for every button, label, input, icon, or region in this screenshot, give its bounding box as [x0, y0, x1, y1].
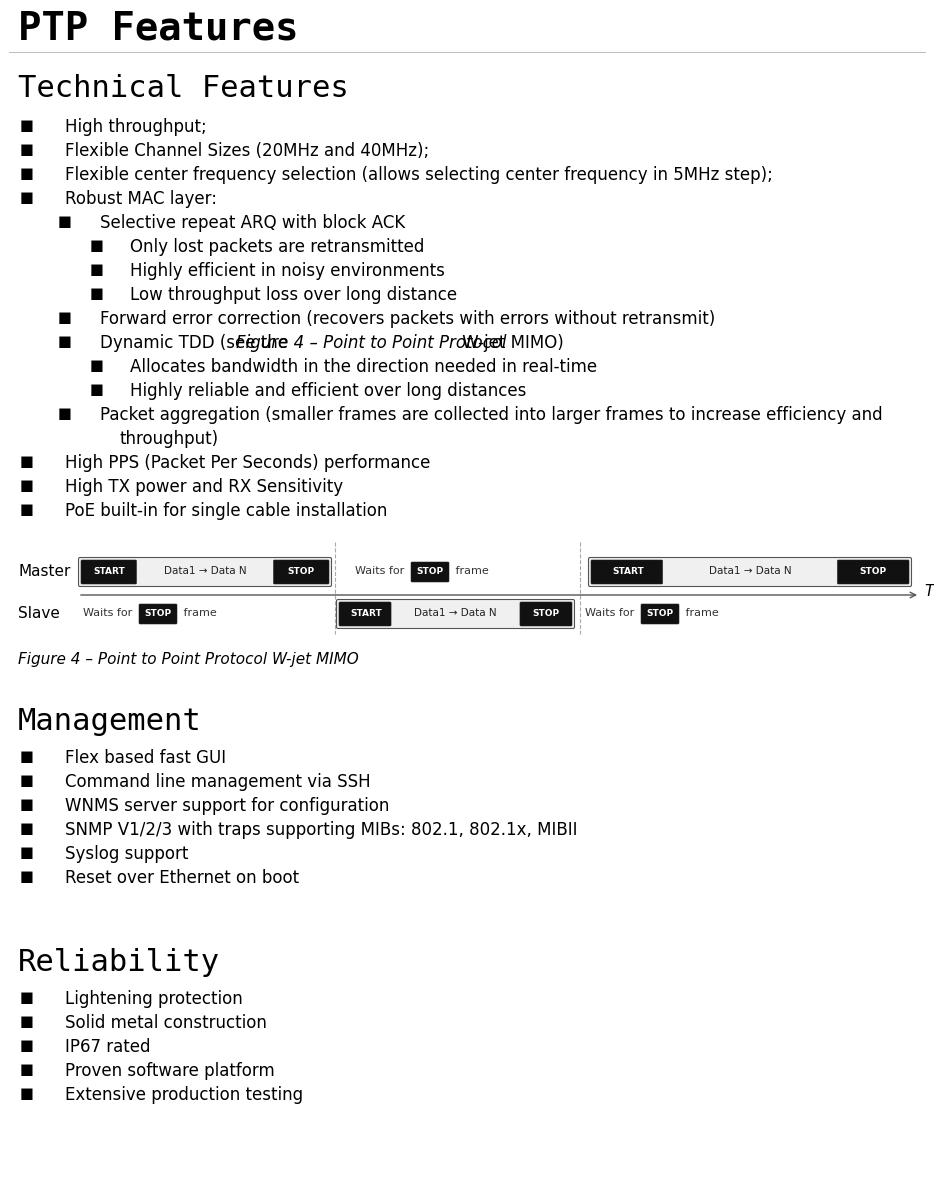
- Text: ■: ■: [20, 749, 34, 764]
- Text: ■: ■: [20, 821, 34, 836]
- Text: ■: ■: [20, 1038, 34, 1053]
- Text: Lightening protection: Lightening protection: [65, 990, 243, 1008]
- Text: ■: ■: [20, 1062, 34, 1077]
- Text: Master: Master: [18, 564, 70, 580]
- Text: Robust MAC layer:: Robust MAC layer:: [65, 190, 217, 208]
- Text: Selective repeat ARQ with block ACK: Selective repeat ARQ with block ACK: [100, 214, 405, 232]
- Text: SNMP V1/2/3 with traps supporting MIBs: 802.1, 802.1x, MIBII: SNMP V1/2/3 with traps supporting MIBs: …: [65, 821, 577, 839]
- Text: STOP: STOP: [646, 609, 673, 617]
- Text: ■: ■: [20, 870, 34, 884]
- Text: ■: ■: [58, 334, 72, 349]
- Text: WNMS server support for configuration: WNMS server support for configuration: [65, 797, 389, 815]
- Text: throughput): throughput): [120, 430, 219, 448]
- Text: ■: ■: [90, 286, 104, 301]
- Text: ■: ■: [20, 478, 34, 492]
- Text: STOP: STOP: [145, 609, 172, 617]
- Text: ■: ■: [20, 990, 34, 1005]
- Text: Reset over Ethernet on boot: Reset over Ethernet on boot: [65, 870, 299, 888]
- Text: Technical Features: Technical Features: [18, 74, 348, 103]
- Text: ■: ■: [58, 310, 72, 325]
- Text: STOP: STOP: [288, 567, 315, 575]
- Text: Data1 → Data N: Data1 → Data N: [709, 566, 791, 576]
- Text: W-jet MIMO): W-jet MIMO): [457, 334, 564, 352]
- Text: frame: frame: [180, 608, 217, 619]
- Text: Slave: Slave: [18, 607, 60, 621]
- Text: ■: ■: [20, 846, 34, 860]
- Text: ■: ■: [20, 142, 34, 157]
- Text: ■: ■: [20, 166, 34, 181]
- Text: frame: frame: [452, 566, 488, 576]
- Text: ■: ■: [20, 190, 34, 205]
- Text: START: START: [350, 609, 382, 617]
- Text: Management: Management: [18, 707, 202, 736]
- Text: frame: frame: [682, 608, 719, 619]
- Text: Waits for: Waits for: [355, 566, 408, 576]
- Text: High throughput;: High throughput;: [65, 118, 206, 136]
- FancyBboxPatch shape: [274, 560, 329, 584]
- Text: STOP: STOP: [417, 567, 444, 575]
- Text: Flex based fast GUI: Flex based fast GUI: [65, 749, 226, 767]
- Text: START: START: [94, 567, 126, 575]
- Text: START: START: [612, 567, 644, 575]
- Text: ■: ■: [20, 454, 34, 470]
- Text: ■: ■: [58, 214, 72, 229]
- Text: High TX power and RX Sensitivity: High TX power and RX Sensitivity: [65, 478, 343, 496]
- Text: Packet aggregation (smaller frames are collected into larger frames to increase : Packet aggregation (smaller frames are c…: [100, 406, 883, 424]
- Text: Syslog support: Syslog support: [65, 846, 189, 864]
- Text: ■: ■: [20, 797, 34, 812]
- FancyBboxPatch shape: [81, 560, 136, 584]
- Text: PTP Features: PTP Features: [18, 10, 299, 48]
- Text: Highly efficient in noisy environments: Highly efficient in noisy environments: [130, 262, 445, 280]
- Text: ■: ■: [20, 773, 34, 788]
- FancyBboxPatch shape: [641, 604, 679, 625]
- Text: ■: ■: [20, 1014, 34, 1029]
- FancyBboxPatch shape: [838, 560, 909, 584]
- Text: ■: ■: [90, 382, 104, 398]
- Text: High PPS (Packet Per Seconds) performance: High PPS (Packet Per Seconds) performanc…: [65, 454, 431, 472]
- Text: Flexible center frequency selection (allows selecting center frequency in 5MHz s: Flexible center frequency selection (all…: [65, 166, 772, 184]
- Text: Waits for: Waits for: [585, 608, 638, 619]
- Text: ■: ■: [90, 238, 104, 253]
- Text: ■: ■: [58, 406, 72, 422]
- Text: Proven software platform: Proven software platform: [65, 1062, 275, 1080]
- FancyBboxPatch shape: [78, 557, 332, 586]
- FancyBboxPatch shape: [339, 602, 391, 626]
- Text: Data1 → Data N: Data1 → Data N: [414, 608, 497, 619]
- Text: Only lost packets are retransmitted: Only lost packets are retransmitted: [130, 238, 424, 256]
- Text: Data1 → Data N: Data1 → Data N: [163, 566, 247, 576]
- Text: STOP: STOP: [532, 609, 559, 617]
- FancyBboxPatch shape: [139, 604, 177, 625]
- FancyBboxPatch shape: [336, 599, 574, 628]
- Text: ■: ■: [20, 118, 34, 133]
- FancyBboxPatch shape: [588, 557, 912, 586]
- Text: Highly reliable and efficient over long distances: Highly reliable and efficient over long …: [130, 382, 527, 400]
- Text: Time: Time: [924, 584, 934, 598]
- Text: Solid metal construction: Solid metal construction: [65, 1014, 267, 1032]
- Text: Figure 4 – Point to Point Protocol: Figure 4 – Point to Point Protocol: [236, 334, 506, 352]
- Text: Forward error correction (recovers packets with errors without retransmit): Forward error correction (recovers packe…: [100, 310, 715, 328]
- Text: Reliability: Reliability: [18, 948, 220, 976]
- FancyBboxPatch shape: [520, 602, 572, 626]
- Text: Waits for: Waits for: [83, 608, 135, 619]
- Text: ■: ■: [20, 1086, 34, 1101]
- FancyBboxPatch shape: [411, 562, 449, 582]
- Text: Allocates bandwidth in the direction needed in real-time: Allocates bandwidth in the direction nee…: [130, 358, 597, 376]
- Text: IP67 rated: IP67 rated: [65, 1038, 150, 1056]
- Text: Command line management via SSH: Command line management via SSH: [65, 773, 371, 791]
- Text: Extensive production testing: Extensive production testing: [65, 1086, 304, 1104]
- Text: Figure 4 – Point to Point Protocol W-jet MIMO: Figure 4 – Point to Point Protocol W-jet…: [18, 652, 359, 667]
- Text: Flexible Channel Sizes (20MHz and 40MHz);: Flexible Channel Sizes (20MHz and 40MHz)…: [65, 142, 430, 160]
- FancyBboxPatch shape: [591, 560, 662, 584]
- Text: Dynamic TDD (see the: Dynamic TDD (see the: [100, 334, 288, 352]
- Text: ■: ■: [90, 262, 104, 277]
- Text: Low throughput loss over long distance: Low throughput loss over long distance: [130, 286, 457, 304]
- Text: PoE built-in for single cable installation: PoE built-in for single cable installati…: [65, 502, 388, 520]
- Text: STOP: STOP: [859, 567, 886, 575]
- Text: ■: ■: [90, 358, 104, 374]
- Text: ■: ■: [20, 502, 34, 516]
